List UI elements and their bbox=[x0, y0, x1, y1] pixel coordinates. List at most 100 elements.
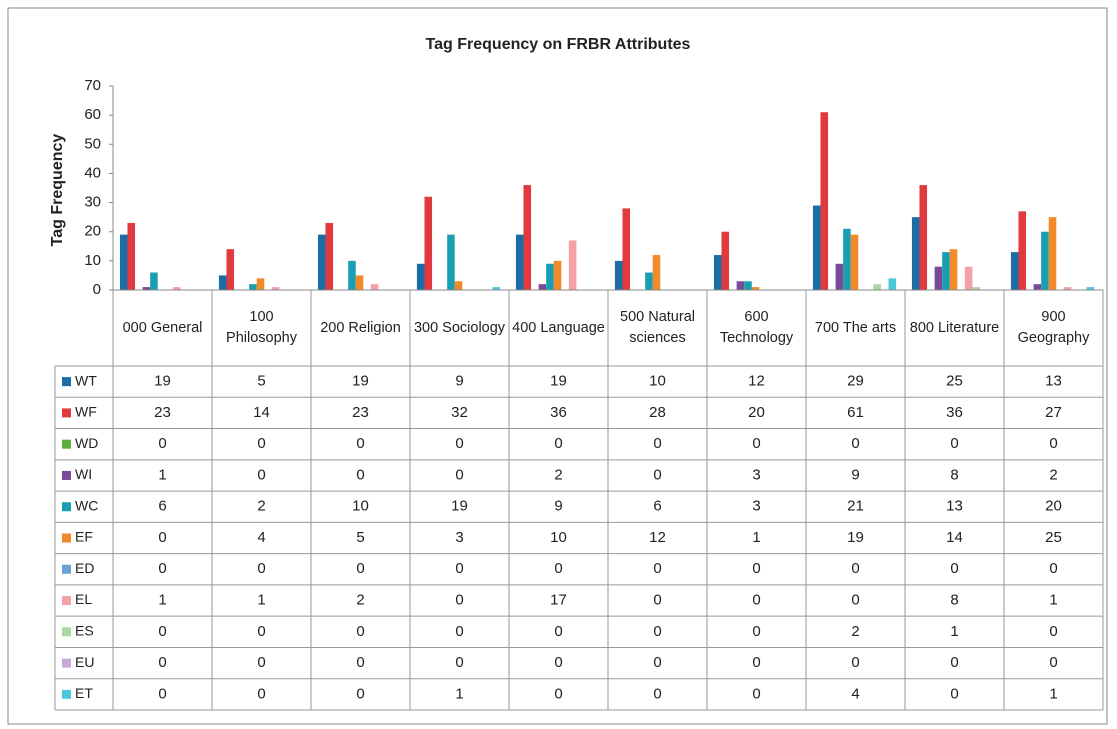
bar bbox=[942, 252, 950, 290]
table-value: 0 bbox=[455, 623, 463, 640]
table-value: 0 bbox=[851, 592, 859, 609]
y-tick-label: 60 bbox=[84, 106, 101, 123]
table-value: 0 bbox=[455, 654, 463, 671]
table-value: 0 bbox=[455, 592, 463, 609]
table-value: 19 bbox=[847, 529, 864, 546]
bar bbox=[553, 260, 562, 290]
y-axis-title: Tag Frequency bbox=[49, 134, 66, 247]
table-value: 10 bbox=[649, 373, 666, 390]
x-tick-label: 700 The arts bbox=[814, 319, 897, 336]
bar bbox=[614, 260, 623, 290]
bar bbox=[172, 287, 181, 290]
bar bbox=[150, 272, 158, 290]
bar bbox=[348, 260, 356, 290]
table-value: 0 bbox=[653, 592, 661, 609]
legend-label: WT bbox=[75, 372, 97, 388]
x-tick-cell: 400 Language bbox=[512, 320, 605, 336]
x-tick-cell: 900 Geography bbox=[1018, 309, 1090, 346]
bar bbox=[546, 263, 554, 290]
bar bbox=[812, 205, 821, 290]
legend-swatch bbox=[62, 470, 71, 480]
table-value: 19 bbox=[451, 498, 468, 515]
table-value: 0 bbox=[653, 623, 661, 640]
table-value: 9 bbox=[554, 498, 562, 515]
bar bbox=[873, 284, 881, 290]
table-value: 2 bbox=[1049, 466, 1057, 483]
bar bbox=[835, 263, 844, 290]
legend-swatch bbox=[62, 377, 71, 387]
table-value: 8 bbox=[950, 466, 958, 483]
x-tick-cell: 700 The arts bbox=[814, 319, 897, 336]
bar bbox=[218, 275, 227, 290]
y-tick-label: 10 bbox=[84, 252, 101, 269]
table-value: 0 bbox=[851, 435, 859, 452]
bar bbox=[1048, 217, 1057, 290]
table-value: 1 bbox=[1049, 592, 1057, 609]
table-value: 0 bbox=[752, 623, 760, 640]
bar bbox=[751, 287, 760, 290]
x-tick-label: 000 General bbox=[122, 319, 203, 336]
x-tick-cell: 100 Philosophy bbox=[226, 309, 297, 346]
table-value: 1 bbox=[257, 592, 265, 609]
table-value: 0 bbox=[653, 654, 661, 671]
table-value: 23 bbox=[154, 404, 171, 421]
table-value: 2 bbox=[257, 498, 265, 515]
bar bbox=[1018, 211, 1027, 290]
table-value: 0 bbox=[356, 654, 364, 671]
bar bbox=[416, 263, 425, 290]
table-value: 0 bbox=[158, 435, 166, 452]
legend-label: ED bbox=[75, 560, 94, 576]
table-value: 0 bbox=[257, 435, 265, 452]
bar bbox=[911, 217, 920, 290]
table-value: 4 bbox=[851, 685, 859, 702]
y-tick-label: 0 bbox=[93, 281, 101, 298]
bar bbox=[370, 284, 379, 290]
bar bbox=[1041, 231, 1049, 290]
table-value: 1 bbox=[455, 685, 463, 702]
table-value: 0 bbox=[356, 560, 364, 577]
table-value: 0 bbox=[554, 623, 562, 640]
table-value: 13 bbox=[1045, 373, 1062, 390]
bar bbox=[119, 234, 128, 290]
legend-swatch bbox=[62, 533, 71, 543]
table-value: 6 bbox=[158, 498, 166, 515]
bar bbox=[568, 240, 577, 290]
table-value: 23 bbox=[352, 404, 369, 421]
bar bbox=[127, 222, 136, 290]
table-value: 21 bbox=[847, 498, 864, 515]
table-value: 0 bbox=[653, 466, 661, 483]
x-tick-cell: 200 Religion bbox=[320, 320, 401, 336]
bar bbox=[1010, 252, 1019, 290]
bar bbox=[317, 234, 326, 290]
y-tick-label: 20 bbox=[84, 223, 101, 240]
table-value: 0 bbox=[158, 685, 166, 702]
legend-label: WF bbox=[75, 404, 97, 420]
legend-swatch bbox=[62, 439, 71, 449]
legend-label: ET bbox=[75, 685, 93, 701]
legend-swatch bbox=[62, 502, 71, 512]
bar bbox=[744, 281, 752, 290]
table-value: 0 bbox=[950, 560, 958, 577]
bar bbox=[447, 234, 455, 290]
table-value: 0 bbox=[455, 466, 463, 483]
table-value: 9 bbox=[455, 373, 463, 390]
table-value: 0 bbox=[752, 560, 760, 577]
table-value: 0 bbox=[455, 560, 463, 577]
bar bbox=[652, 255, 661, 290]
table-value: 19 bbox=[154, 373, 171, 390]
table-value: 1 bbox=[752, 529, 760, 546]
x-tick-label: 600 Technology bbox=[719, 309, 794, 346]
table-value: 17 bbox=[550, 592, 567, 609]
table-value: 0 bbox=[257, 560, 265, 577]
bar bbox=[1086, 287, 1095, 290]
table-value: 0 bbox=[554, 435, 562, 452]
legend-swatch bbox=[62, 627, 71, 637]
table-value: 0 bbox=[158, 654, 166, 671]
table-value: 25 bbox=[946, 373, 963, 390]
legend-label: EF bbox=[75, 529, 93, 545]
table-value: 36 bbox=[946, 404, 963, 421]
table-value: 0 bbox=[356, 685, 364, 702]
x-tick-cell: 800 Literature bbox=[910, 320, 999, 336]
table-value: 19 bbox=[550, 373, 567, 390]
